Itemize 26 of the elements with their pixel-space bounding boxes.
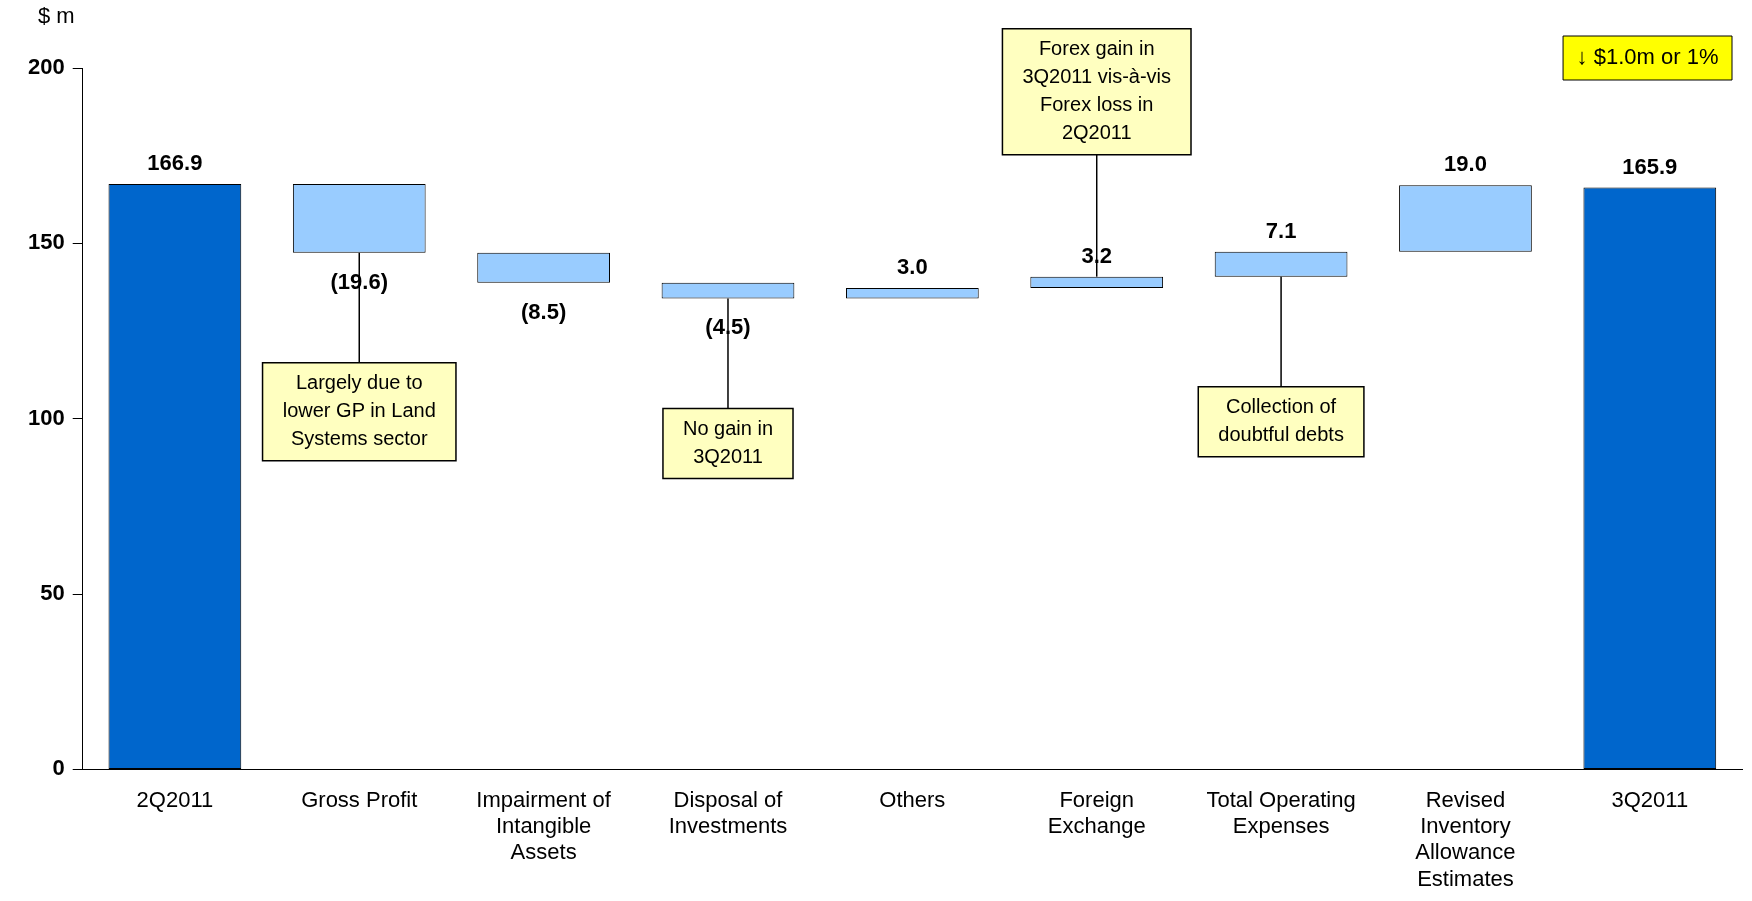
x-tick-label: Revised Inventory Allowance Estimates <box>1415 786 1516 891</box>
x-tick-label: Total Operating Expenses <box>1206 786 1356 839</box>
annotation: ↓ $1.0m or 1% <box>1576 44 1719 70</box>
data-label: 3.0 <box>897 253 928 279</box>
data-label: 165.9 <box>1622 153 1678 179</box>
data-label: (8.5) <box>521 298 567 324</box>
annotation: Collection of doubtful debts <box>1218 395 1344 446</box>
y-tick-label: 150 <box>27 229 65 255</box>
x-tick-label: 3Q2011 <box>1611 786 1689 812</box>
x-tick-label: Disposal of Investments <box>668 786 788 839</box>
x-tick-label: Foreign Exchange <box>1047 786 1146 839</box>
x-tick-label: Impairment of Intangible Assets <box>476 786 612 865</box>
x-tick-label: Gross Profit <box>301 786 418 812</box>
y-tick-label: 50 <box>40 580 65 606</box>
y-axis-title: $ m <box>38 3 75 29</box>
annotation: Largely due to lower GP in Land Systems sector <box>282 371 436 450</box>
data-label: 7.1 <box>1265 217 1297 243</box>
y-tick-label: 0 <box>52 755 65 781</box>
y-tick-label: 100 <box>27 404 65 430</box>
x-tick-label: Others <box>879 786 946 812</box>
data-label: 166.9 <box>147 150 203 176</box>
x-tick-label: 2Q2011 <box>136 786 214 812</box>
data-label: 19.0 <box>1444 151 1487 177</box>
y-tick-label: 200 <box>27 54 65 80</box>
annotation: Forex gain in 3Q2011 vis-à-vis Forex loss in 2Q2011 <box>1022 37 1172 144</box>
annotation: No gain in 3Q2011 <box>682 416 774 467</box>
